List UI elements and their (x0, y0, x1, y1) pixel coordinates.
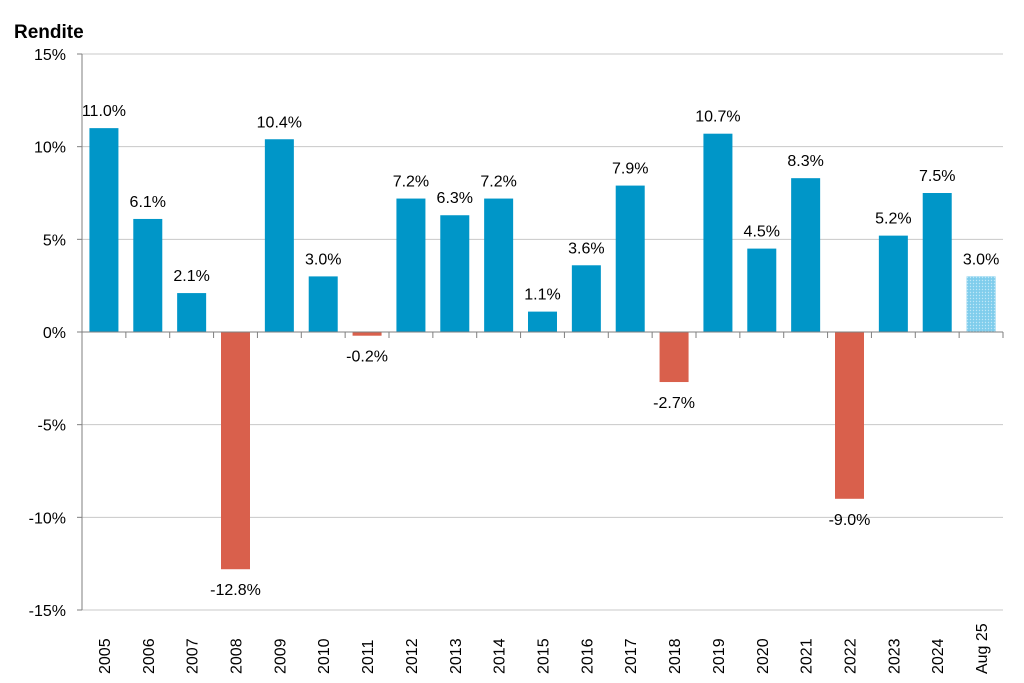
data-label: 10.7% (695, 109, 740, 126)
data-label: 4.5% (744, 224, 780, 241)
x-tick-label: 2020 (755, 638, 772, 674)
bar-2013 (440, 215, 470, 332)
x-tick-label: 2008 (229, 638, 246, 674)
bar-2017 (615, 185, 645, 332)
data-label: 11.0% (82, 103, 126, 120)
x-tick-label: 2023 (886, 638, 903, 674)
y-tick-label: 15% (34, 47, 66, 64)
bar-2021 (791, 178, 821, 332)
data-label: 6.1% (130, 194, 166, 211)
y-tick-label: 10% (34, 140, 66, 157)
bar-2024 (922, 193, 952, 332)
data-label: 6.3% (437, 190, 473, 207)
data-label: 7.5% (919, 168, 955, 185)
bar-2018 (659, 332, 689, 383)
data-label: -0.2% (346, 349, 388, 366)
data-label: 7.9% (612, 161, 648, 178)
x-tick-label: 2006 (141, 638, 158, 674)
bar-2022 (835, 332, 864, 499)
bar-2007 (177, 293, 207, 332)
x-tick-label: 2011 (360, 639, 377, 674)
data-label: 1.1% (524, 287, 560, 304)
data-label: 8.3% (787, 153, 823, 170)
x-tick-label: 2013 (448, 638, 465, 674)
y-tick-label: -5% (38, 418, 66, 435)
data-label: 2.1% (173, 268, 209, 285)
data-label: 7.2% (393, 174, 429, 191)
x-tick-label: 2024 (930, 638, 947, 674)
bar-2008 (221, 332, 250, 570)
y-tick-label: 0% (43, 325, 66, 342)
y-axis-title: Rendite (14, 22, 84, 43)
x-tick-label: 2012 (404, 638, 421, 674)
x-tick-label: 2009 (272, 638, 289, 674)
bar-2009 (264, 139, 294, 332)
bar-2014 (484, 198, 514, 332)
data-label: 3.6% (568, 240, 604, 257)
axes (77, 53, 1004, 611)
x-tick-label: 2015 (536, 638, 553, 674)
y-tick-label: -10% (29, 510, 66, 527)
bar-aug-25 (966, 276, 996, 332)
x-tick-label: 2014 (492, 638, 509, 674)
bars (89, 128, 996, 570)
bar-2005 (89, 128, 119, 332)
data-label: -9.0% (829, 512, 871, 529)
y-tick-labels: -15% -10% -5% 0% 5% 10% 15% (29, 47, 66, 620)
data-label: 7.2% (480, 174, 516, 191)
bar-2011 (352, 332, 382, 336)
x-tick-label: 2019 (711, 638, 728, 674)
bar-2006 (133, 218, 163, 332)
data-label: -12.8% (210, 582, 261, 599)
data-label: -2.7% (653, 395, 695, 412)
x-tick-label: 2007 (185, 638, 202, 674)
x-tick-label: 2005 (97, 638, 114, 674)
data-label: 3.0% (963, 251, 999, 268)
x-tick-label: Aug 25 (974, 623, 991, 674)
bar-2010 (308, 276, 338, 332)
bar-2015 (528, 311, 557, 332)
data-label: 10.4% (257, 114, 302, 131)
x-tick-label: 2021 (799, 638, 816, 674)
x-tick-label: 2017 (623, 638, 640, 674)
x-tick-labels: 2005 2006 2007 2008 2009 2010 2011 2012 2013 2014… (97, 623, 991, 674)
bar-2019 (703, 133, 733, 332)
bar-2012 (396, 198, 426, 332)
bar-2023 (878, 235, 908, 332)
bar-2020 (747, 248, 777, 332)
y-tick-label: -15% (29, 603, 66, 620)
x-tick-label: 2016 (579, 638, 596, 674)
y-tick-label: 5% (43, 232, 66, 249)
x-tick-label: 2022 (843, 638, 860, 674)
data-label: 3.0% (305, 251, 341, 268)
bar-2016 (571, 265, 601, 332)
data-labels: 11.0% 6.1% 2.1% -12.8% 10.4% 3.0% -0.2% 7.2% 6.3… (82, 103, 999, 599)
x-tick-label: 2018 (667, 638, 684, 674)
x-tick-label: 2010 (316, 638, 333, 674)
data-label: 5.2% (875, 211, 911, 228)
